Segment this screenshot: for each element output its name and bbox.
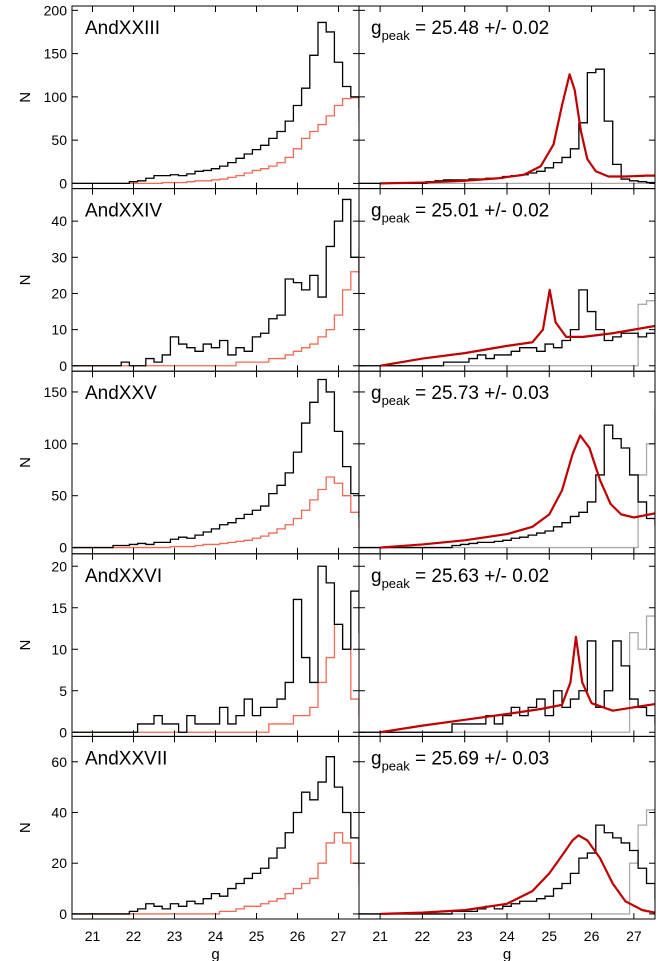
y-tick-label: 150: [44, 384, 68, 400]
x-tick-label: 27: [331, 928, 347, 944]
plot-area: [359, 809, 655, 916]
x-tick-label: 21: [85, 928, 101, 944]
y-tick-label: 20: [51, 285, 67, 301]
x-tick-label: 23: [167, 928, 183, 944]
y-tick-label: 0: [59, 724, 67, 740]
all-stars-histogram: [72, 198, 359, 367]
fit-curve: [380, 73, 655, 185]
x-axis-title: g: [503, 946, 511, 961]
plot-area: [359, 553, 655, 734]
galaxy-name-label: AndXXIII: [85, 18, 160, 39]
y-axis-title: N: [17, 274, 34, 285]
panel-r3-c1: 0 50 100 150 N AndXXV: [17, 370, 360, 556]
plot-area: [72, 756, 359, 915]
plot-area: [359, 412, 655, 549]
selected-histogram: [72, 623, 359, 733]
y-tick-label: 15: [51, 600, 67, 616]
y-tick-label: 0: [59, 358, 67, 374]
plot-area: [72, 565, 359, 733]
panel-r2-c1: 0 10 20 30 40 N AndXXIV: [17, 188, 360, 374]
x-tick-label: 22: [126, 928, 142, 944]
y-tick-label: 40: [51, 213, 67, 229]
g-peak-label: gpeak = 25.73 +/- 0.03: [371, 383, 549, 408]
plot-area: [359, 288, 655, 367]
x-tick-label: 26: [584, 928, 600, 944]
fit-histogram: [359, 289, 655, 367]
panel-r1-c2: gpeak = 25.48 +/- 0.02: [358, 5, 656, 190]
y-tick-label: 5: [59, 683, 67, 699]
fit-histogram: [359, 424, 655, 549]
x-tick-label: 26: [290, 928, 306, 944]
fit-curve: [379, 635, 655, 734]
selected-histogram: [72, 97, 359, 185]
y-tick-label: 40: [51, 804, 67, 820]
panel-r3-c2: gpeak = 25.73 +/- 0.03: [358, 370, 656, 555]
g-peak-label: gpeak = 25.69 +/- 0.03: [371, 748, 549, 773]
fit-curve: [380, 834, 655, 916]
all-stars-histogram: [72, 756, 359, 915]
galaxy-name-label: AndXXIV: [85, 201, 162, 222]
y-axis-title: N: [17, 640, 34, 651]
x-tick-label: 25: [249, 928, 265, 944]
x-axis-title: g: [211, 946, 219, 961]
y-tick-label: 10: [51, 641, 67, 657]
y-axis-title: N: [17, 92, 34, 103]
y-tick-label: 0: [59, 540, 67, 556]
g-peak-label: gpeak = 25.63 +/- 0.02: [371, 566, 549, 591]
panel-r4-c2: gpeak = 25.63 +/- 0.02: [358, 553, 656, 737]
fit-curve: [379, 288, 655, 367]
panel-r5-c2: gpeak = 25.69 +/- 0.03: [358, 735, 656, 920]
y-tick-label: 100: [44, 436, 68, 452]
x-axis-labels: 21 22 23 24 25 26 27 g 21 22 23 24 25 26 27 g: [85, 928, 642, 961]
selected-histogram: [72, 832, 359, 915]
g-peak-label: gpeak = 25.01 +/- 0.02: [371, 201, 549, 226]
all-stars-histogram: [72, 378, 359, 549]
y-axis-title: N: [17, 457, 34, 468]
y-tick-label: 50: [51, 488, 67, 504]
x-tick-label: 27: [626, 928, 642, 944]
fit-histogram: [359, 824, 655, 915]
plot-area: [72, 21, 359, 185]
galaxy-name-label: AndXXVII: [85, 748, 167, 769]
all-stars-histogram: [72, 21, 359, 185]
panel-r5-c1: 0 20 40 60 N AndXXVII: [17, 735, 360, 922]
x-tick-label: 24: [208, 928, 224, 944]
panel-r2-c2: gpeak = 25.01 +/- 0.02: [358, 188, 656, 372]
y-tick-label: 10: [51, 322, 67, 338]
y-tick-label: 60: [51, 754, 67, 770]
galaxy-name-label: AndXXVI: [85, 566, 162, 587]
g-peak-label: gpeak = 25.48 +/- 0.02: [371, 18, 549, 43]
x-tick-label: 24: [499, 928, 515, 944]
x-tick-label: 23: [457, 928, 473, 944]
y-tick-label: 150: [44, 46, 68, 62]
y-tick-label: 0: [59, 175, 67, 191]
plot-area: [72, 198, 359, 367]
all-stars-histogram: [72, 565, 359, 733]
y-tick-label: 100: [44, 89, 68, 105]
selected-histogram: [72, 249, 359, 367]
y-tick-label: 50: [51, 132, 67, 148]
x-tick-label: 21: [372, 928, 388, 944]
y-tick-label: 30: [51, 249, 67, 265]
plot-area: [72, 378, 359, 549]
x-tick-label: 22: [415, 928, 431, 944]
y-tick-label: 0: [59, 906, 67, 922]
y-tick-label: 20: [51, 558, 67, 574]
y-tick-label: 200: [44, 2, 68, 18]
x-tick-label: 25: [541, 928, 557, 944]
fit-curve: [380, 434, 655, 549]
fit-histogram: [359, 640, 655, 733]
selected-histogram: [72, 476, 359, 549]
galaxy-name-label: AndXXV: [85, 383, 157, 404]
y-axis-title: N: [17, 822, 34, 833]
panel-r1-c1: 0 50 100 150 200 N AndXXIII: [17, 2, 360, 191]
y-tick-label: 20: [51, 855, 67, 871]
